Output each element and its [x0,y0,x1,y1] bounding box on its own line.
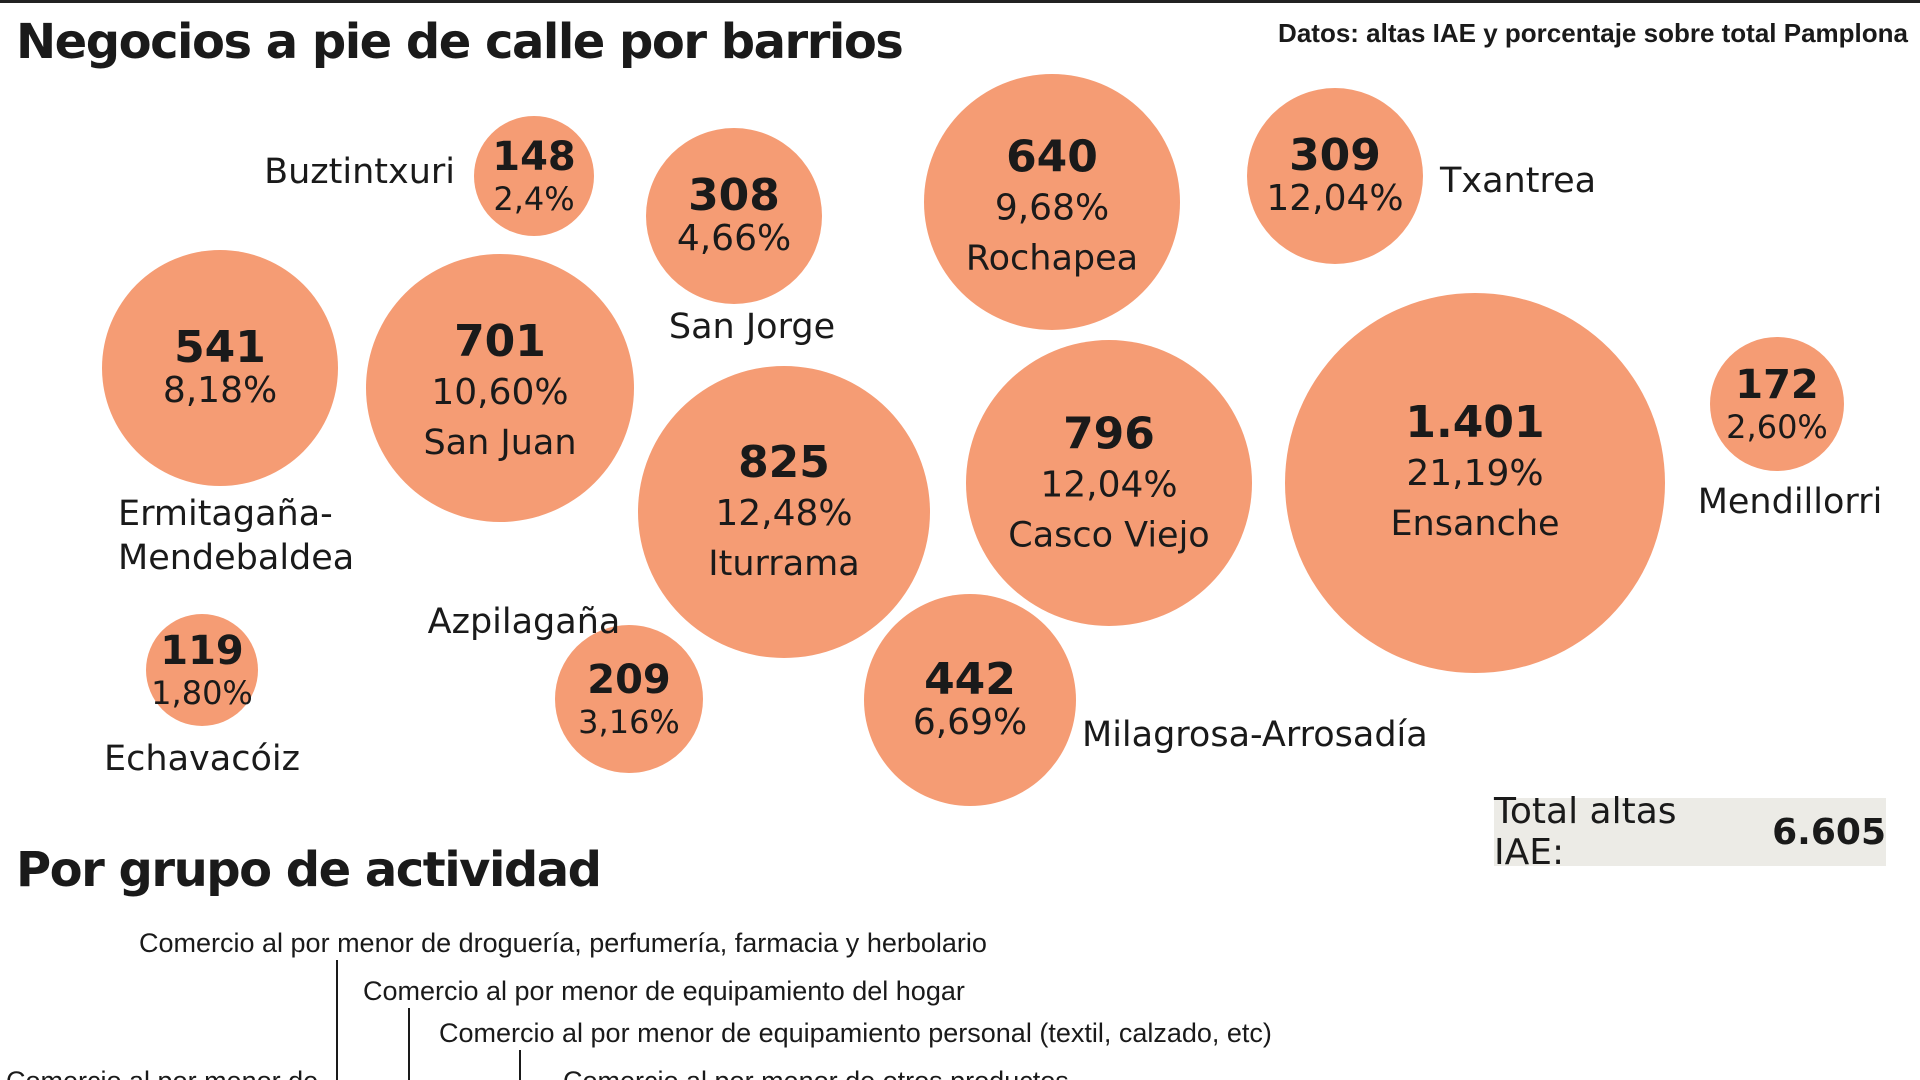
bubble-group: 640 9,68% Rochapea [924,74,1180,330]
total-value: 6.605 [1772,811,1886,853]
bubble-value: 825 [738,437,830,488]
bubble-value: 442 [924,654,1016,705]
bubble-percent: 1,80% [151,674,253,712]
bubble-percent: 12,04% [1040,465,1177,506]
activity-label: Comercio al por menor de droguería, perf… [139,928,987,958]
bubble [1710,337,1844,471]
bubble-value: 701 [454,316,546,367]
bubble [638,366,930,658]
bubble-value: 119 [160,628,244,674]
bubble-percent: 2,4% [493,180,574,218]
bubble-name: Milagrosa-Arrosadía [1082,715,1428,755]
bubble [1247,88,1423,264]
total-box: Total altas IAE: 6.605 [1494,791,1886,873]
bubble-name: Rochapea [966,238,1138,278]
bubble [1285,293,1665,673]
bubble [924,74,1180,330]
activity-label: Comercio al por menor de equipamiento de… [363,976,965,1006]
activity-label: Comercio al por menor de otros productos [563,1066,1069,1080]
top-rule [0,0,1920,3]
bubble [102,250,338,486]
bubble-name: Buztintxuri [264,152,455,192]
bubble-name: Mendillorri [1698,482,1883,522]
bubble-percent: 3,16% [578,703,680,741]
activity-label: Comercio al por menor de equipamiento pe… [439,1018,1272,1048]
bubble-percent: 2,60% [1726,408,1828,446]
bubble-percent: 21,19% [1406,453,1543,494]
bubble-percent: 12,48% [715,493,852,534]
bubble-percent: 8,18% [163,370,277,411]
bubble-percent: 6,69% [913,702,1027,743]
bubble-value: 172 [1735,362,1819,408]
bubble-value: 1.401 [1405,397,1544,448]
bubble [555,625,703,773]
bubble-name: San Jorge [669,307,835,347]
bubble [474,116,594,236]
bubble-percent: 9,68% [995,187,1109,228]
bubble-name: Casco Viejo [1008,516,1209,556]
bubble [864,594,1076,806]
source-note: Datos: altas IAE y porcentaje sobre tota… [1278,18,1908,48]
bubble [146,614,258,726]
bubble-name: Txantrea [1439,161,1596,201]
bubble-value: 309 [1289,130,1381,181]
bubble-value: 209 [587,657,671,703]
total-label: Total altas IAE: [1494,791,1677,873]
bubble-percent: 10,60% [431,372,568,413]
bubble [366,254,634,522]
bubble [966,340,1252,626]
chart-title: Negocios a pie de calle por barrios [16,14,904,70]
activity-chart: Comercio al por menor de droguería, perf… [6,928,1272,1080]
activity-label: Comercio al por menor de [6,1066,318,1080]
bubble-value: 796 [1063,409,1155,460]
bubble-value: 308 [688,170,780,221]
activity-section-title: Por grupo de actividad [16,842,602,898]
bubble-name: Ensanche [1390,504,1559,544]
bubble-group: 825 12,48% Iturrama [638,366,930,658]
bubble-group: 796 12,04% Casco Viejo [966,340,1252,626]
bubble-value: 148 [492,134,576,180]
bubble-name: Iturrama [708,544,859,584]
bubble-value: 640 [1006,131,1098,182]
bubble-group: 1.401 21,19% Ensanche [1285,293,1665,673]
bubble [646,128,822,304]
bubble-name: Azpilagaña [428,602,621,642]
bubble-percent: 4,66% [677,218,791,259]
bubble-name: Echavacóiz [104,739,300,779]
bubble-percent: 12,04% [1266,178,1403,219]
bubble-name: Ermitagaña-Mendebaldea [118,494,354,578]
bubble-name: San Juan [423,423,576,463]
bubble-value: 541 [174,322,266,373]
bubble-group: 701 10,60% San Juan [366,254,634,522]
